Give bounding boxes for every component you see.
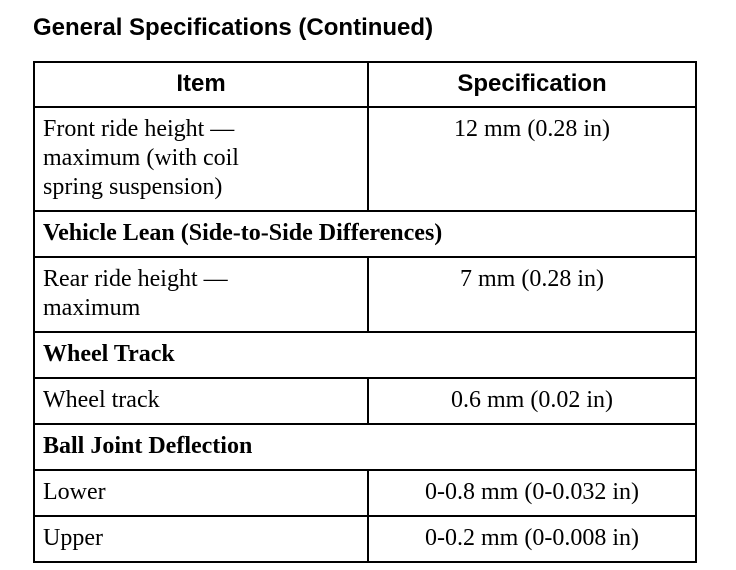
item-text: Front ride height — maximum (with coil s…: [43, 116, 239, 200]
spec-cell: 12 mm (0.28 in): [367, 106, 697, 212]
item-cell: Lower: [33, 469, 369, 517]
item-cell: Upper: [33, 515, 369, 563]
header-cell: Item: [33, 61, 369, 108]
spec-table: Item Specification Front ride height — m…: [33, 61, 697, 563]
header-row: Item Specification: [33, 61, 697, 108]
item-text: Upper: [43, 525, 103, 551]
section-heading: Wheel Track: [33, 331, 697, 379]
spec-row: Wheel track 0.6 mm (0.02 in): [33, 377, 697, 425]
spec-cell: 0-0.2 mm (0-0.008 in): [367, 515, 697, 563]
item-cell: Front ride height — maximum (with coil s…: [33, 106, 369, 212]
item-text: Lower: [43, 479, 106, 505]
spec-row: Front ride height — maximum (with coil s…: [33, 106, 697, 212]
section-heading: Ball Joint Deflection: [33, 423, 697, 471]
item-cell: Wheel track: [33, 377, 369, 425]
spec-cell: 7 mm (0.28 in): [367, 256, 697, 333]
spec-row: Upper 0-0.2 mm (0-0.008 in): [33, 515, 697, 563]
spec-row: Rear ride height — maximum 7 mm (0.28 in): [33, 256, 697, 333]
section-row: Wheel Track: [33, 331, 697, 379]
section-row: Ball Joint Deflection: [33, 423, 697, 471]
section-heading: Vehicle Lean (Side-to-Side Differences): [33, 210, 697, 258]
item-text: Rear ride height — maximum: [43, 266, 228, 321]
spec-cell: 0-0.8 mm (0-0.032 in): [367, 469, 697, 517]
page-title: General Specifications (Continued): [33, 14, 434, 41]
section-row: Vehicle Lean (Side-to-Side Differences): [33, 210, 697, 258]
item-cell: Rear ride height — maximum: [33, 256, 369, 333]
item-text: Wheel track: [43, 387, 160, 413]
header-cell: Specification: [367, 61, 697, 108]
table-head: Item Specification: [33, 61, 697, 108]
spec-cell: 0.6 mm (0.02 in): [367, 377, 697, 425]
spec-row: Lower 0-0.8 mm (0-0.032 in): [33, 469, 697, 517]
table-body: Front ride height — maximum (with coil s…: [33, 106, 697, 563]
